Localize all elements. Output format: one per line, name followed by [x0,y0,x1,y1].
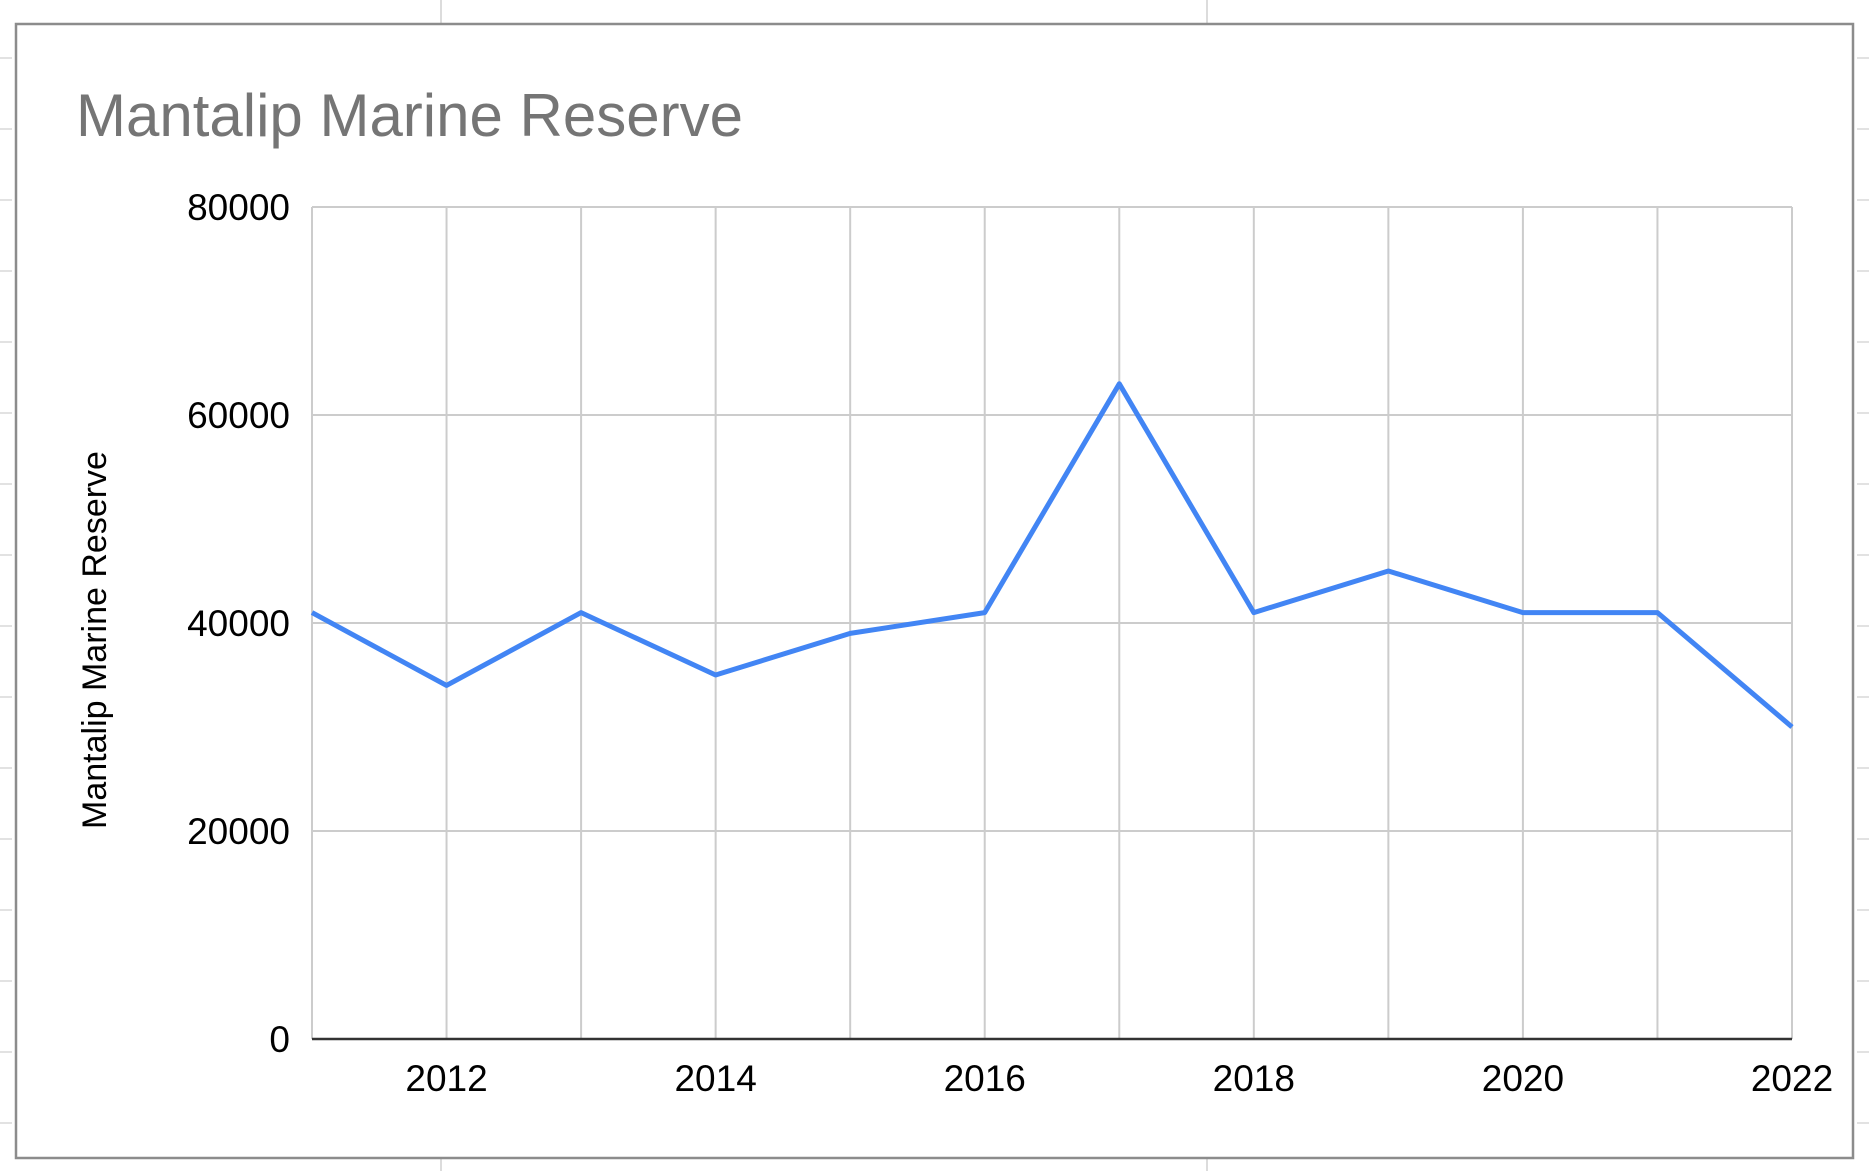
x-axis-ticks: 2012 2014 2016 2018 2020 2022 [405,1058,1833,1099]
plot-gridlines [311,206,1793,1039]
x-tick-label: 2014 [674,1058,756,1099]
y-tick-label: 0 [269,1019,290,1060]
y-tick-label: 40000 [187,603,290,644]
series-layer [310,381,1794,729]
x-tick-label: 2020 [1482,1058,1564,1099]
y-axis-title: Mantalip Marine Reserve [76,451,114,829]
x-tick-label: 2018 [1213,1058,1295,1099]
y-tick-label: 80000 [187,187,290,228]
y-tick-label: 20000 [187,811,290,852]
x-tick-label: 2012 [405,1058,487,1099]
x-tick-label: 2022 [1751,1058,1833,1099]
series-line[interactable] [310,381,1794,729]
chart-title: Mantalip Marine Reserve [76,82,743,149]
y-tick-label: 60000 [187,395,290,436]
chart-frame[interactable] [14,22,1855,1160]
y-axis-ticks: 0 20000 40000 60000 80000 [187,187,290,1060]
x-tick-label: 2016 [944,1058,1026,1099]
